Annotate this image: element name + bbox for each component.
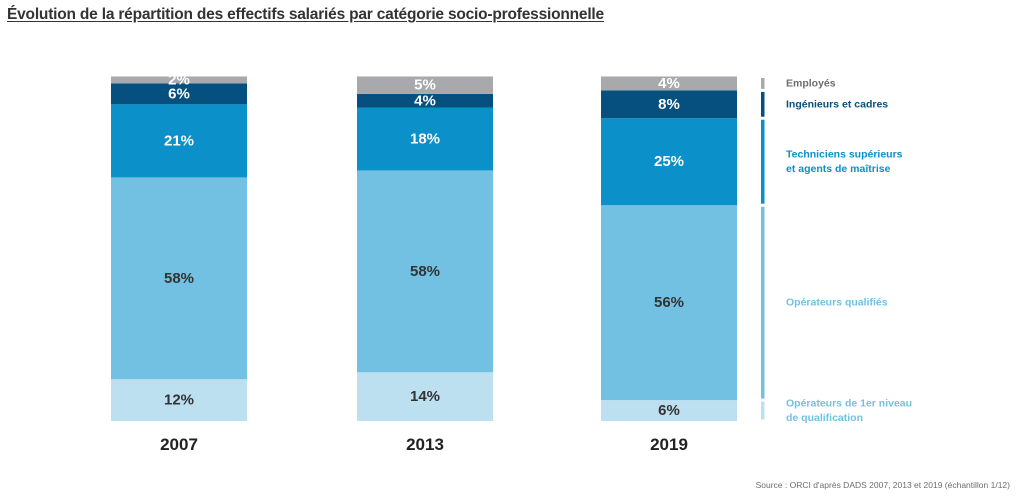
bar-segment [601, 118, 737, 206]
bar-segment [601, 400, 737, 421]
legend-label: Techniciens supérieurs [786, 148, 903, 160]
bar-segment [601, 76, 737, 91]
legend-marker [761, 77, 765, 89]
data-label: 2% [168, 71, 190, 88]
bar-segment [601, 90, 737, 119]
data-label: 58% [410, 263, 440, 280]
bar-segment [357, 107, 493, 171]
data-label: 25% [654, 153, 684, 170]
legend-label: Opérateurs de 1er niveau [786, 397, 912, 409]
legend-marker [761, 401, 765, 420]
bar-segment [111, 379, 247, 421]
legend-marker [761, 119, 765, 204]
data-label: 56% [654, 294, 684, 311]
data-label: 18% [410, 131, 440, 148]
bar-segment [357, 93, 493, 108]
legend-label: de qualification [786, 412, 863, 424]
bar-segment [111, 76, 247, 84]
x-axis-labels: 2007 2013 2019 [160, 435, 688, 454]
bar-segment [111, 177, 247, 380]
bar-segment [601, 205, 737, 401]
legend-marker [761, 206, 765, 399]
data-label: 4% [414, 92, 436, 109]
legend-label: et agents de maîtrise [786, 163, 891, 175]
legend-label: Opérateurs qualifiés [786, 297, 888, 309]
x-tick-label: 2013 [406, 435, 444, 454]
data-label: 12% [164, 392, 194, 409]
data-label: 58% [164, 270, 194, 287]
x-tick-label: 2019 [650, 435, 688, 454]
data-label: 8% [658, 96, 680, 113]
bar-segment [111, 83, 247, 105]
bar-segment [357, 76, 493, 94]
data-label: 5% [414, 77, 436, 94]
x-tick-label: 2007 [160, 435, 198, 454]
legend-label: Ingénieurs et cadres [786, 98, 888, 110]
source-note: Source : ORCI d'après DADS 2007, 2013 et… [755, 480, 1010, 490]
bar-segment [111, 104, 247, 178]
data-label: 21% [164, 132, 194, 149]
legend: Employés Ingénieurs et cadres Techniciens … [761, 77, 912, 424]
bar-segment [357, 170, 493, 373]
data-label: 6% [658, 402, 680, 419]
data-label: 4% [658, 75, 680, 92]
bar-segment [357, 372, 493, 421]
legend-label: Employés [786, 77, 836, 89]
legend-marker [761, 91, 765, 117]
bars-group: 12%58%21%6%2%14%58%18%4%5%6%56%25%8%4% [111, 71, 737, 421]
chart-title: Évolution de la répartition des effectif… [7, 6, 604, 23]
data-label: 6% [168, 85, 190, 102]
data-label: 14% [410, 388, 440, 405]
